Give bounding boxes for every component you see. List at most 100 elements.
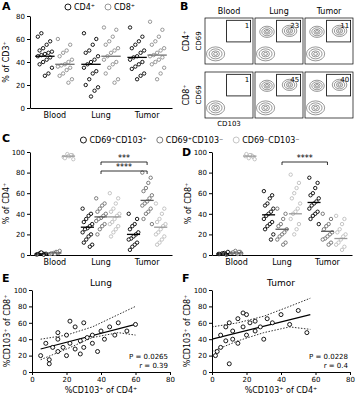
legend-item: CD69⁺CD103⁺ xyxy=(80,136,146,145)
dot xyxy=(116,47,119,50)
contour xyxy=(214,106,218,109)
dot xyxy=(310,204,313,207)
tick-label: 0 xyxy=(21,105,25,113)
contour xyxy=(309,103,322,113)
tick-label: 40 xyxy=(198,211,207,219)
dot xyxy=(109,210,112,213)
dot xyxy=(314,186,317,189)
category-label: Lung xyxy=(91,258,111,267)
gate-value: 45 xyxy=(290,76,299,84)
dot xyxy=(160,238,163,241)
dot xyxy=(159,49,162,52)
contour xyxy=(260,26,275,37)
tick: 40 xyxy=(97,372,106,384)
point xyxy=(68,341,72,345)
dot xyxy=(65,68,68,71)
statistic: r = 0.39 xyxy=(139,362,168,370)
contour xyxy=(288,84,291,86)
dot xyxy=(115,28,118,31)
point xyxy=(78,339,82,343)
dot xyxy=(135,78,138,81)
panel-label: B xyxy=(180,0,188,13)
gate-value: 40 xyxy=(340,76,349,84)
contour xyxy=(312,51,320,57)
dot xyxy=(95,219,98,222)
tick: 60 xyxy=(198,320,212,328)
dot xyxy=(137,63,140,66)
dot xyxy=(81,207,84,210)
tick-label: 60 xyxy=(16,190,25,198)
mean-line xyxy=(62,155,75,156)
statistic: r = 0.4 xyxy=(324,362,349,370)
tick-label: 0 xyxy=(203,252,207,260)
tick-mark xyxy=(350,372,351,375)
mean-line xyxy=(35,56,54,57)
column-title: Tumor xyxy=(316,7,342,16)
dot xyxy=(308,207,311,210)
tick-label: 20 xyxy=(63,376,72,384)
tick: 0 xyxy=(30,372,34,384)
dot xyxy=(161,56,164,59)
tick: 0 xyxy=(21,252,30,260)
y-axis: 020406080100 xyxy=(14,287,33,377)
dot xyxy=(141,171,144,174)
x-axis: 020406080 xyxy=(30,372,175,384)
contour xyxy=(259,49,272,59)
tick-label: 20 xyxy=(18,352,27,360)
dot xyxy=(154,202,157,205)
plot-area xyxy=(217,152,348,256)
tick-label: 20 xyxy=(198,352,207,360)
legend-item: CD69⁻CD103⁻ xyxy=(233,136,299,145)
legend-marker xyxy=(105,4,111,10)
column-title: Blood xyxy=(218,7,241,16)
tick-label: 20 xyxy=(198,231,207,239)
dot xyxy=(150,222,153,225)
dot xyxy=(95,70,98,73)
dot xyxy=(278,235,281,238)
dot xyxy=(87,235,90,238)
dot xyxy=(113,49,116,52)
axis-title: %CD103⁺ of CD8⁺ xyxy=(3,295,12,368)
mean-line xyxy=(81,227,94,228)
tick-label: 100 xyxy=(194,149,207,157)
gate-value: 1 xyxy=(245,76,249,84)
contour xyxy=(314,106,318,109)
dot xyxy=(343,217,346,220)
point xyxy=(90,333,94,337)
dot xyxy=(104,43,107,46)
dot xyxy=(68,66,71,69)
axis-title: CD69 xyxy=(195,31,203,50)
legend-label: CD8⁺ xyxy=(114,3,135,12)
tick: 20 xyxy=(16,82,30,90)
dot xyxy=(317,222,320,225)
contour xyxy=(338,30,341,32)
axis-title: %CD103⁺ of CD4⁺ xyxy=(65,386,138,395)
panel-label: D xyxy=(182,146,191,159)
axis-title: % of CD8⁺ xyxy=(184,183,193,224)
contour xyxy=(310,26,325,37)
dot xyxy=(340,222,343,225)
legend: CD69⁺CD103⁺CD69⁺CD103⁻CD69⁻CD103⁻ xyxy=(80,136,299,145)
contour xyxy=(312,105,320,111)
dot xyxy=(43,52,46,55)
dot xyxy=(47,51,50,54)
contour xyxy=(309,49,322,59)
gate xyxy=(227,74,251,96)
tick-mark xyxy=(316,372,317,375)
dot xyxy=(263,204,266,207)
axis-title: %CD103⁺ of CD4⁺ xyxy=(245,386,318,395)
plot-area xyxy=(35,20,167,98)
point xyxy=(113,333,117,337)
legend-marker xyxy=(157,137,163,143)
point xyxy=(78,352,82,356)
confidence-band xyxy=(212,327,310,352)
dot xyxy=(85,238,88,241)
contour xyxy=(264,52,268,55)
dot xyxy=(88,49,91,52)
tick-label: 20 xyxy=(16,231,25,239)
point xyxy=(51,345,55,349)
tick-mark xyxy=(27,39,30,40)
dot xyxy=(160,212,163,215)
dot xyxy=(295,228,298,231)
tick-mark xyxy=(209,234,212,235)
